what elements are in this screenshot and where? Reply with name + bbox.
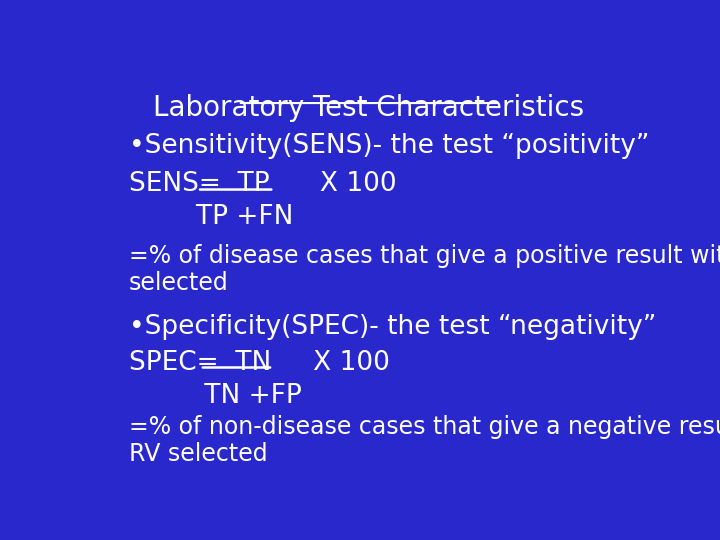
Text: SPEC=  TN     X 100: SPEC= TN X 100 <box>129 349 390 376</box>
Text: RV selected: RV selected <box>129 442 268 466</box>
Text: SENS=  TP      X 100: SENS= TP X 100 <box>129 171 397 197</box>
Text: Laboratory Test Characteristics: Laboratory Test Characteristics <box>153 94 585 122</box>
Text: TP +FN: TP +FN <box>129 204 294 230</box>
Text: selected: selected <box>129 271 229 295</box>
Text: TN +FP: TN +FP <box>129 383 302 409</box>
Text: =% of disease cases that give a positive result with the RV: =% of disease cases that give a positive… <box>129 244 720 268</box>
Text: •Sensitivity(SENS)- the test “positivity”: •Sensitivity(SENS)- the test “positivity… <box>129 133 649 159</box>
Text: •Specificity(SPEC)- the test “negativity”: •Specificity(SPEC)- the test “negativity… <box>129 314 657 340</box>
Text: =% of non-disease cases that give a negative result with the: =% of non-disease cases that give a nega… <box>129 415 720 439</box>
